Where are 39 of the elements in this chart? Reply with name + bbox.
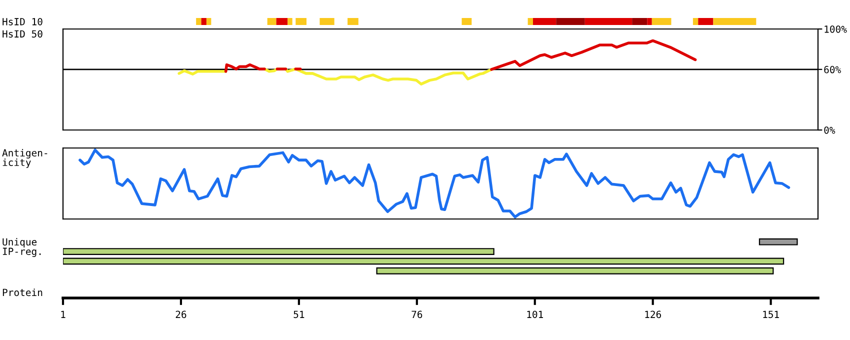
y-axis-title: Antigen- icity <box>2 149 48 168</box>
bar <box>698 18 714 25</box>
bar <box>267 18 276 25</box>
bar <box>196 18 202 25</box>
y-tick-label: 0% <box>824 126 836 134</box>
bar <box>532 18 556 25</box>
x-tick-label: 1 <box>61 310 66 318</box>
y-tick-label: 60% <box>824 66 841 74</box>
bar <box>713 18 756 25</box>
bar <box>692 18 698 25</box>
y-tick-label: HsID 10 <box>2 18 42 26</box>
x-axis-title: Protein <box>2 288 42 296</box>
bar <box>296 18 306 25</box>
bar <box>206 18 212 25</box>
bar <box>528 18 533 25</box>
bar <box>63 248 494 255</box>
y-axis-title: HsID 50 <box>2 30 42 38</box>
bar <box>288 18 292 25</box>
y-tick-label: 100% <box>824 26 847 33</box>
bar <box>652 18 672 25</box>
x-tick-label: 76 <box>412 310 422 318</box>
bar <box>276 18 288 25</box>
x-tick-label: 51 <box>294 310 304 318</box>
bar <box>584 18 632 25</box>
bar <box>632 18 648 25</box>
bar <box>556 18 585 25</box>
x-tick-label: 26 <box>176 310 186 318</box>
bar <box>376 267 774 274</box>
bar <box>647 18 652 25</box>
x-tick-label: 126 <box>645 310 661 318</box>
bar <box>63 258 784 265</box>
x-tick-label: 151 <box>763 310 779 318</box>
x-tick-label: 101 <box>527 310 543 318</box>
bar <box>320 18 334 25</box>
bar <box>758 238 798 246</box>
bar <box>462 18 472 25</box>
bar <box>348 18 358 25</box>
bar <box>201 18 206 25</box>
y-axis-title: Unique IP-reg. <box>2 238 41 257</box>
